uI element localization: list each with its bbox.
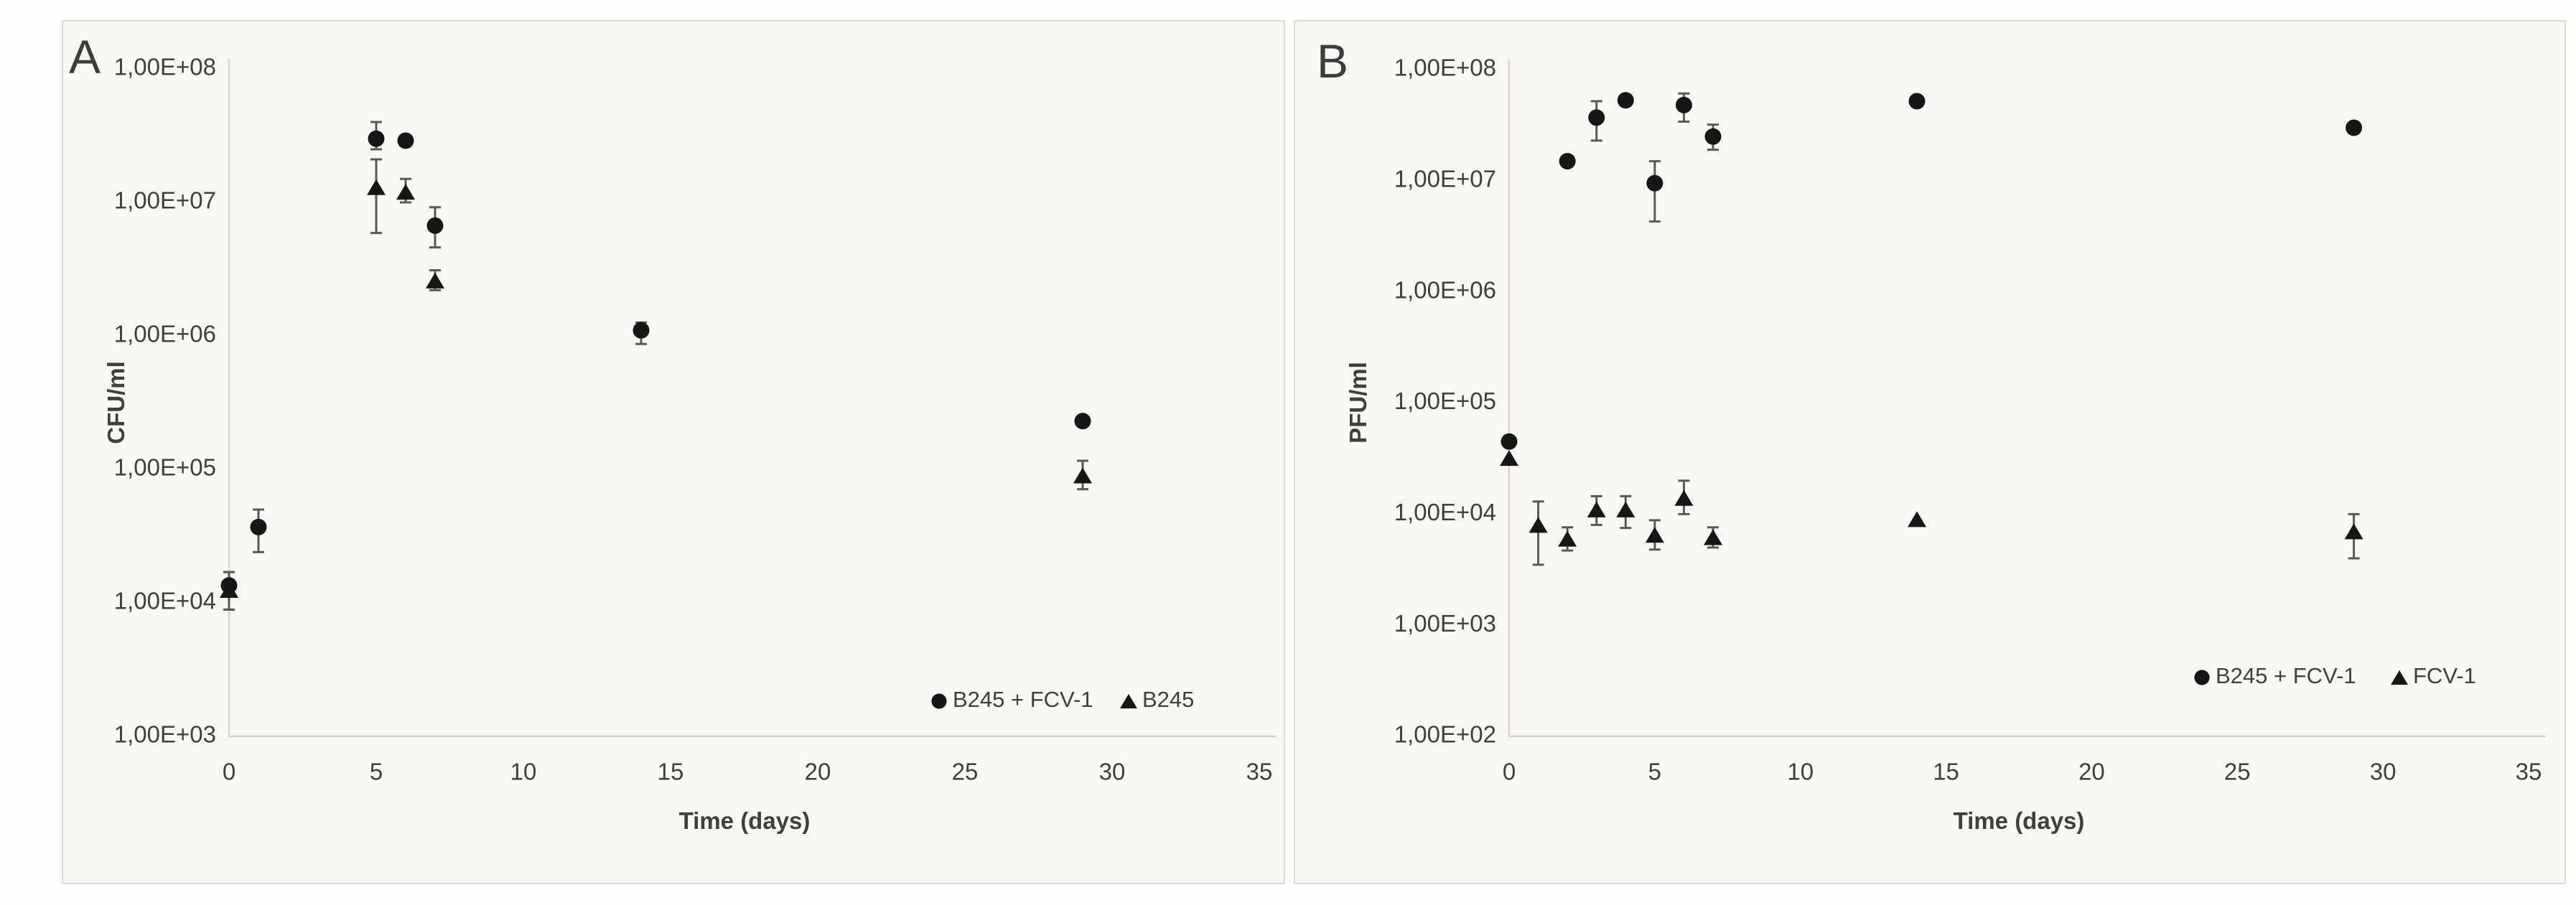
y-tick-label: 1,00E+03 (114, 721, 216, 748)
y-tick-label: 1,00E+05 (1394, 388, 1496, 414)
data-point-circle (1617, 92, 1634, 109)
legend-marker-circle (931, 693, 947, 709)
x-tick-label: 25 (952, 759, 979, 785)
legend-marker-circle (2194, 670, 2210, 685)
y-tick-label: 1,00E+07 (114, 187, 216, 214)
data-point-circle (1501, 433, 1518, 450)
data-point-circle (1074, 413, 1091, 430)
data-point-circle (426, 217, 444, 234)
x-tick-label: 25 (2224, 759, 2251, 785)
data-point-triangle (1674, 489, 1694, 506)
legend: B245 + FCV-1 B245 (931, 687, 1194, 712)
x-tick-label: 0 (223, 759, 235, 785)
panel-letter-B: B (1317, 34, 1349, 88)
data-point-circle (368, 130, 385, 147)
data-point-triangle (1558, 530, 1577, 547)
panel-letter-A: A (69, 30, 101, 83)
panel-A: 1,00E+08 1,00E+07 1,00E+06 1,00E+05 1,00E+04… (62, 20, 1285, 884)
legend-label: B245 + FCV-1 (2216, 663, 2356, 688)
y-tick-label: 1,00E+05 (114, 454, 216, 481)
data-point-triangle (1587, 501, 1606, 517)
x-tick-label: 10 (1787, 759, 1814, 785)
x-tick-label: 15 (1933, 759, 1959, 785)
x-tick-label: 20 (805, 759, 831, 785)
y-tick-label: 1,00E+04 (1394, 499, 1496, 525)
data-point-circle (1908, 93, 1926, 110)
data-point-circle (633, 322, 650, 339)
legend-label: B245 + FCV-1 (953, 687, 1093, 712)
data-point-circle (1675, 96, 1692, 113)
x-tick-label: 10 (510, 759, 537, 785)
x-tick-label: 35 (1246, 759, 1273, 785)
legend-label: B245 (1142, 687, 1194, 712)
data-point-circle (250, 518, 267, 535)
data-point-triangle (1704, 529, 1722, 545)
x-tick-label: 20 (2078, 759, 2105, 785)
legend-marker-triangle (2391, 670, 2408, 685)
y-tick-label: 1,00E+02 (1394, 721, 1496, 748)
y-tick-label: 1,00E+06 (114, 321, 216, 347)
x-tick-label: 15 (658, 759, 684, 785)
data-point-circle (1559, 153, 1576, 170)
x-tick-label: 35 (2516, 759, 2542, 785)
data-point-circle (1646, 174, 1663, 192)
y-tick-label: 1,00E+03 (1394, 610, 1496, 637)
error-bar (1532, 500, 1544, 566)
x-tick-label: 5 (370, 759, 383, 785)
y-axis-title-A: CFU/ml (103, 361, 129, 444)
x-tick-label: 0 (1503, 759, 1516, 785)
x-tick-label: 30 (1099, 759, 1126, 785)
data-point-triangle (1645, 527, 1664, 543)
legend: B245 + FCV-1 FCV-1 (2194, 663, 2476, 688)
data-point-triangle (1529, 517, 1548, 533)
x-tick-label: 5 (1648, 759, 1661, 785)
error-bar (370, 158, 382, 235)
data-point-triangle (426, 272, 444, 289)
chart-B: 1,00E+08 1,00E+07 1,00E+06 1,00E+05 1,00E+04… (1394, 55, 2546, 785)
data-point-triangle (220, 581, 238, 598)
data-point-circle (397, 132, 414, 149)
x-axis-title-A: Time (days) (678, 807, 811, 834)
panel-B: 1,00E+08 1,00E+07 1,00E+06 1,00E+05 1,00E+04… (1294, 20, 2566, 884)
y-tick-label: 1,00E+08 (114, 54, 216, 80)
legend-marker-triangle (1120, 693, 1137, 709)
x-axis-title-B: Time (days) (1953, 807, 2085, 834)
data-point-triangle (2344, 523, 2363, 540)
y-tick-label: 1,00E+06 (1394, 276, 1496, 303)
data-point-triangle (367, 179, 386, 195)
data-point-triangle (396, 184, 415, 200)
y-tick-label: 1,00E+08 (1394, 55, 1496, 81)
data-point-circle (1588, 109, 1605, 126)
data-point-triangle (1616, 501, 1635, 517)
y-tick-label: 1,00E+07 (1394, 166, 1496, 192)
data-point-circle (1704, 128, 1722, 145)
data-point-triangle (1500, 450, 1518, 466)
data-point-triangle (1908, 511, 1926, 527)
data-point-triangle (1073, 467, 1092, 484)
y-axis-title-B: PFU/ml (1345, 362, 1371, 444)
chart-A: 1,00E+08 1,00E+07 1,00E+06 1,00E+05 1,00E+04… (114, 54, 1277, 785)
data-point-circle (2346, 119, 2363, 136)
y-tick-label: 1,00E+04 (114, 588, 216, 614)
legend-label: FCV-1 (2413, 663, 2476, 688)
x-tick-label: 30 (2370, 759, 2397, 785)
